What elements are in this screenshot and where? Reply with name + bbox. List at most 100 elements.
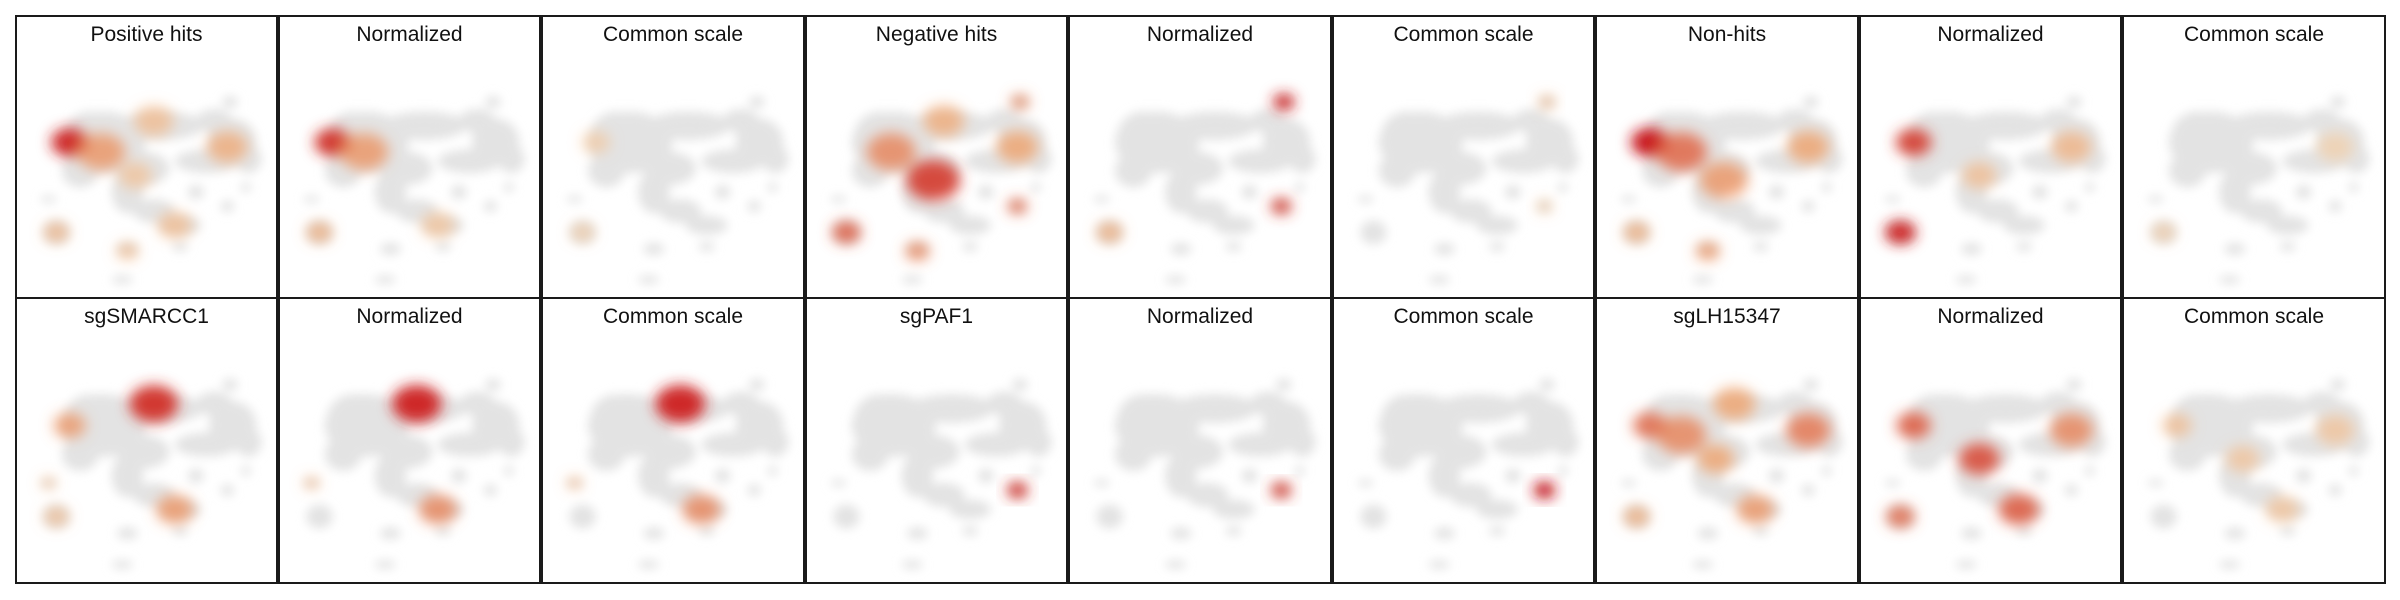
cell-cluster [2348, 466, 2359, 476]
cell-cluster [830, 479, 847, 487]
cell-cluster [1030, 182, 1042, 193]
density-layer [43, 105, 249, 260]
density-layer [570, 131, 611, 242]
cell-cluster [1275, 378, 1292, 391]
density-hotspot [2051, 131, 2092, 163]
cell-cluster [854, 394, 907, 443]
cell-cluster [2328, 200, 2342, 213]
cell-embedding [566, 378, 789, 569]
cell-cluster [1884, 479, 1901, 487]
cell-cluster [174, 432, 238, 457]
cell-cluster [374, 170, 407, 214]
cell-cluster [638, 275, 660, 285]
density-hotspot [43, 222, 70, 243]
panel-title: Normalized [1937, 305, 2044, 328]
density-hotspot [1895, 128, 1932, 156]
density-hotspot [41, 477, 56, 489]
cell-cluster [2219, 170, 2251, 214]
cell-cluster [1713, 199, 1756, 223]
density-hotspot [1713, 387, 1756, 421]
density-layer [306, 128, 455, 243]
cell-cluster [435, 526, 451, 536]
cell-cluster [659, 199, 702, 223]
cell-cluster [2348, 182, 2359, 193]
cell-cluster [483, 200, 497, 213]
umap-panel: Common scale [1332, 298, 1595, 584]
density-hotspot [1655, 132, 1708, 172]
cell-cluster [498, 427, 525, 457]
cell-cluster [187, 468, 204, 483]
cell-cluster [645, 111, 731, 140]
cell-cluster [303, 195, 320, 203]
density-layer [1096, 93, 1295, 243]
cell-cluster [172, 526, 188, 536]
density-hotspot [831, 221, 861, 244]
cell-cluster [172, 241, 188, 252]
density-hotspot [77, 133, 126, 171]
density-hotspot [996, 130, 1039, 164]
cell-cluster [2031, 184, 2048, 200]
cell-cluster [638, 454, 670, 498]
density-hotspot [2049, 413, 2094, 448]
cell-cluster [851, 437, 889, 471]
density-hotspot [1699, 161, 1748, 199]
cell-cluster [1114, 154, 1152, 188]
cell-embedding [1884, 96, 2106, 285]
density-hotspot [157, 211, 193, 239]
cell-cluster [435, 241, 451, 252]
density-layer [303, 384, 457, 525]
cell-cluster [2295, 184, 2312, 200]
density-hotspot [1998, 493, 2040, 525]
cell-cluster [1491, 432, 1555, 457]
cell-cluster [1620, 479, 1637, 487]
panel-title: sgLH15347 [1673, 305, 1781, 328]
cell-cluster [922, 483, 965, 507]
cell-cluster [1802, 96, 1819, 108]
cell-cluster [1357, 479, 1374, 487]
cell-cluster [1449, 483, 1492, 507]
cell-cluster [901, 560, 923, 569]
cell-cluster [2329, 378, 2346, 391]
cell-cluster [2016, 241, 2032, 252]
cell-cluster [1289, 144, 1316, 174]
cell-cluster [762, 427, 789, 457]
panel-title: Common scale [1393, 305, 1534, 328]
cell-cluster [1476, 499, 1519, 519]
cell-cluster [1491, 149, 1555, 174]
cell-cluster [2031, 468, 2048, 483]
cell-cluster [220, 200, 234, 213]
cell-cluster [222, 96, 238, 108]
density-hotspot [1272, 93, 1295, 111]
cell-cluster [483, 484, 497, 497]
density-hotspot [1886, 505, 1915, 528]
density-hotspot [906, 159, 961, 201]
cell-cluster [1294, 466, 1305, 476]
cell-cluster [1165, 454, 1197, 498]
cell-cluster [587, 437, 625, 471]
cell-cluster [901, 454, 934, 498]
density-layer [1886, 412, 2094, 528]
cell-cluster [2147, 195, 2164, 203]
density-hotspot [1270, 198, 1292, 215]
density-hotspot [156, 494, 194, 524]
cell-cluster [2224, 527, 2246, 540]
panel-title: Normalized [1146, 23, 1254, 46]
cell-cluster [1172, 111, 1258, 140]
cell-cluster [1378, 437, 1416, 471]
umap-panel: Common scale [2122, 15, 2386, 298]
cell-cluster [949, 215, 992, 235]
cell-cluster [1436, 394, 1521, 423]
cell-cluster [2226, 111, 2312, 140]
density-hotspot [133, 105, 174, 137]
density-layer [1270, 482, 1292, 499]
density-hotspot [567, 477, 583, 489]
density-hotspot [306, 222, 333, 243]
cell-cluster [2328, 484, 2342, 497]
cell-cluster [590, 394, 644, 443]
density-hotspot [1736, 494, 1775, 524]
panel-title: Negative hits [875, 23, 998, 46]
umap-panel: Normalized [1068, 15, 1332, 298]
cell-cluster [566, 195, 583, 203]
cell-cluster [437, 432, 501, 457]
cell-cluster [1165, 170, 1197, 214]
